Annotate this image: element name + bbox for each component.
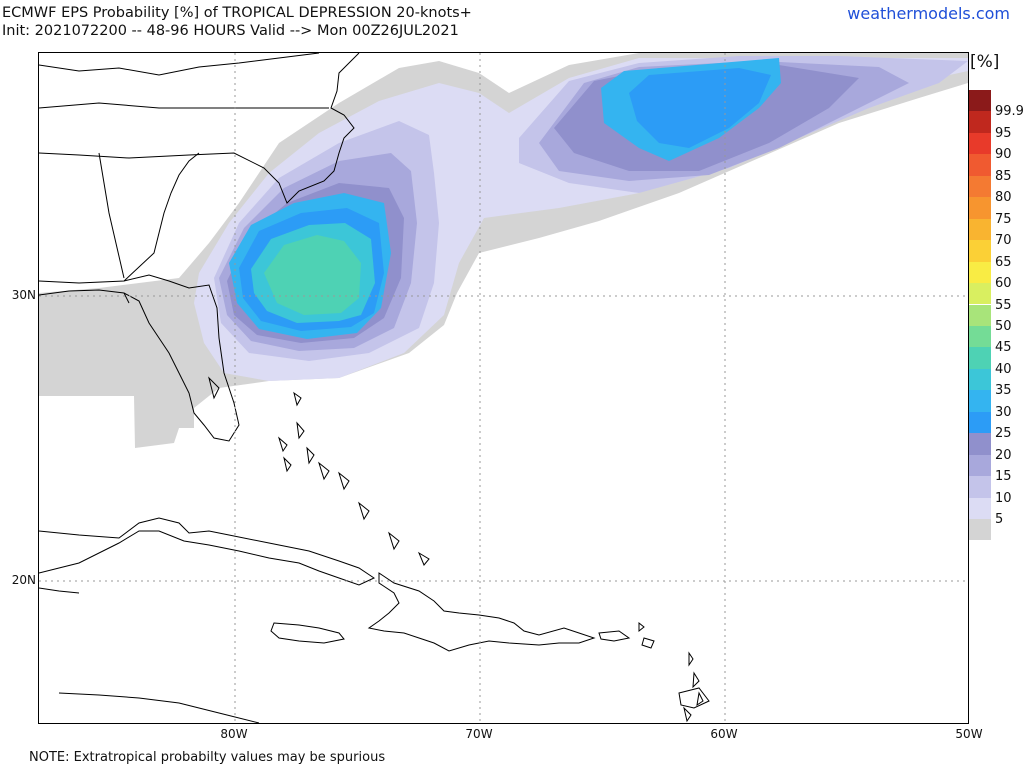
legend-swatch [969, 476, 991, 498]
legend-swatch [969, 132, 991, 155]
legend-level-label: 99.9 [995, 104, 1024, 120]
legend-swatch [969, 283, 991, 305]
legend-level-label: 85 [995, 168, 1012, 184]
probability-shading [39, 53, 968, 448]
legend-swatch [969, 497, 991, 519]
legend-level-label: 10 [995, 490, 1012, 506]
legend-level-label: 75 [995, 211, 1012, 227]
legend-level-label: 50 [995, 318, 1012, 334]
legend-swatch [969, 368, 991, 391]
lon-label-80w: 80W [220, 727, 248, 741]
legend-level-label: 15 [995, 469, 1012, 485]
legend-level-label: 35 [995, 383, 1012, 399]
legend-level-label: 25 [995, 426, 1012, 442]
legend-swatch [969, 240, 991, 262]
map-subtitle: Init: 2021072200 -- 48-96 HOURS Valid --… [2, 23, 459, 39]
legend-swatch [969, 411, 991, 434]
legend-level-label: 5 [995, 512, 1004, 527]
legend-level-label: 80 [995, 190, 1012, 206]
legend-swatch [969, 433, 991, 455]
coastlines [39, 53, 710, 723]
legend-swatch [969, 325, 991, 348]
lon-label-60w: 60W [710, 727, 738, 741]
legend-level-label: 30 [995, 404, 1012, 420]
legend-swatch [969, 454, 991, 477]
legend-level-label: 55 [995, 297, 1012, 313]
legend-level-label: 70 [995, 233, 1012, 249]
bahamas-islands [208, 376, 430, 566]
legend-level-label: 60 [995, 276, 1012, 292]
legend-swatch [969, 175, 991, 198]
legend-swatch [969, 154, 991, 176]
legend-swatch [969, 519, 991, 541]
legend-swatch [969, 347, 991, 369]
map-panel[interactable] [38, 52, 969, 724]
site-link[interactable]: weathermodels.com [847, 4, 1010, 23]
legend-swatch [969, 304, 991, 326]
legend-level-label: 20 [995, 447, 1012, 463]
legend-swatch [969, 261, 991, 284]
probability-map [39, 53, 968, 723]
prob-45-region [264, 235, 361, 315]
map-title: ECMWF EPS Probability [%] of TROPICAL DE… [2, 5, 472, 21]
legend-swatch [969, 390, 991, 412]
legend-swatch [969, 218, 991, 241]
legend-swatch [969, 197, 991, 219]
legend-swatch [969, 111, 991, 133]
legend-swatch [969, 90, 991, 112]
legend-level-label: 65 [995, 254, 1012, 270]
lesser-antilles [638, 621, 704, 723]
legend-level-label: 90 [995, 147, 1012, 163]
legend-level-label: 40 [995, 361, 1012, 377]
lat-label-20n: 20N [11, 573, 36, 587]
lon-label-50w: 50W [955, 727, 983, 741]
legend-level-label: 45 [995, 340, 1012, 356]
lat-lon-grid [39, 53, 968, 723]
lat-label-30n: 30N [11, 288, 36, 302]
legend-level-label: 95 [995, 125, 1012, 141]
legend-unit: [%] [970, 52, 1000, 72]
footnote: NOTE: Extratropical probabilty values ma… [29, 750, 386, 765]
lon-label-70w: 70W [465, 727, 493, 741]
